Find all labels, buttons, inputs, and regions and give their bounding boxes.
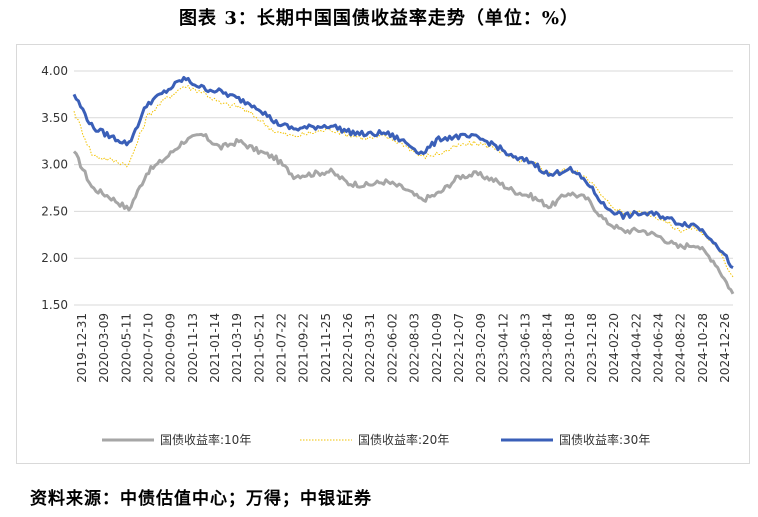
legend-label-1: 国债收益率:10年	[160, 432, 251, 447]
x-tick-label: 2024-02-20	[607, 313, 621, 383]
x-tick-label: 2024-12-26	[718, 313, 732, 383]
y-tick-label: 3.50	[41, 111, 68, 125]
x-tick-label: 2023-08-14	[541, 313, 555, 383]
x-tick-label: 2021-07-22	[275, 313, 289, 383]
chart-frame: 1.50 2.00 2.50 3.00 3.50 4.00 2019-12-31 2020-0…	[16, 44, 750, 464]
x-tick-label: 2024-06-24	[651, 313, 665, 383]
x-tick-label: 2021-09-22	[297, 313, 311, 383]
y-tick-label: 4.00	[41, 64, 68, 78]
yield-line-chart: 1.50 2.00 2.50 3.00 3.50 4.00 2019-12-31 2020-0…	[41, 64, 735, 447]
series-line-3	[72, 75, 734, 269]
x-tick-label: 2022-01-26	[341, 313, 355, 383]
x-tick-label: 2022-06-02	[385, 313, 399, 383]
x-tick-label: 2021-01-14	[208, 313, 222, 383]
y-tick-label: 2.00	[41, 251, 68, 265]
x-tick-label: 2021-05-21	[252, 313, 266, 383]
x-tick-label: 2024-10-28	[696, 313, 710, 383]
x-tick-label: 2020-07-10	[142, 313, 156, 383]
legend-label-2: 国债收益率:20年	[358, 432, 449, 447]
series-line-1	[72, 132, 735, 295]
x-tick-label: 2020-11-13	[186, 313, 200, 383]
y-tick-label: 3.00	[41, 158, 68, 172]
y-tick-label: 1.50	[41, 298, 68, 312]
x-tick-label: 2022-03-31	[363, 313, 377, 383]
x-tick-label: 2022-08-03	[408, 313, 422, 383]
x-tick-label: 2020-05-11	[119, 313, 133, 383]
y-tick-label: 2.50	[41, 204, 68, 218]
x-tick-label: 2022-12-07	[452, 313, 466, 383]
x-tick-label: 2021-03-19	[230, 313, 244, 383]
figure-title: 图表 3：长期中国国债收益率走势（单位：%）	[179, 8, 579, 29]
legend-label-3: 国债收益率:30年	[559, 432, 650, 447]
series-line-2	[73, 85, 734, 278]
x-tick-label: 2022-10-09	[430, 313, 444, 383]
x-tick-label: 2020-03-09	[97, 313, 111, 383]
x-tick-label: 2020-09-09	[164, 313, 178, 383]
x-tick-label: 2023-10-18	[563, 313, 577, 383]
x-tick-label: 2019-12-31	[75, 313, 89, 383]
source-note: 资料来源：中债估值中心；万得；中银证券	[30, 489, 372, 509]
x-tick-label: 2023-04-12	[496, 313, 510, 383]
x-tick-label: 2023-06-13	[518, 313, 532, 383]
x-tick-label: 2021-11-25	[319, 313, 333, 383]
x-tick-label: 2024-04-22	[629, 313, 643, 383]
x-tick-label: 2023-12-18	[585, 313, 599, 383]
x-tick-label: 2023-02-09	[474, 313, 488, 383]
x-tick-label: 2024-08-22	[674, 313, 688, 383]
